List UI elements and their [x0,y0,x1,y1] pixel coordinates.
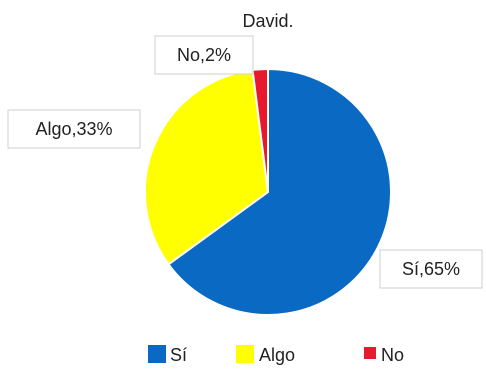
legend-label-si: Sí [170,345,187,365]
data-labels: Sí,65% Algo,33% No,2% [7,35,483,289]
legend-item-si: Sí [148,345,187,365]
pie-slices [144,67,392,316]
legend-swatch-algo [236,345,254,363]
legend-label-no: No [381,345,404,365]
legend-item-no: No [364,345,404,365]
legend: Sí Algo No [148,345,404,365]
legend-swatch-no [364,347,376,359]
data-label-text-no: No,2% [177,45,231,65]
data-label-text-si: Sí,65% [402,259,460,279]
data-label-si: Sí,65% [379,249,483,289]
pie-slice-algo [144,68,270,266]
legend-item-algo: Algo [236,345,295,365]
data-label-algo: Algo,33% [7,109,141,149]
chart-title: David. [242,11,293,31]
legend-label-algo: Algo [259,345,295,365]
pie-slice-si [167,67,392,316]
legend-swatch-si [148,345,166,363]
data-label-text-algo: Algo,33% [35,119,112,139]
data-label-no: No,2% [154,35,254,75]
